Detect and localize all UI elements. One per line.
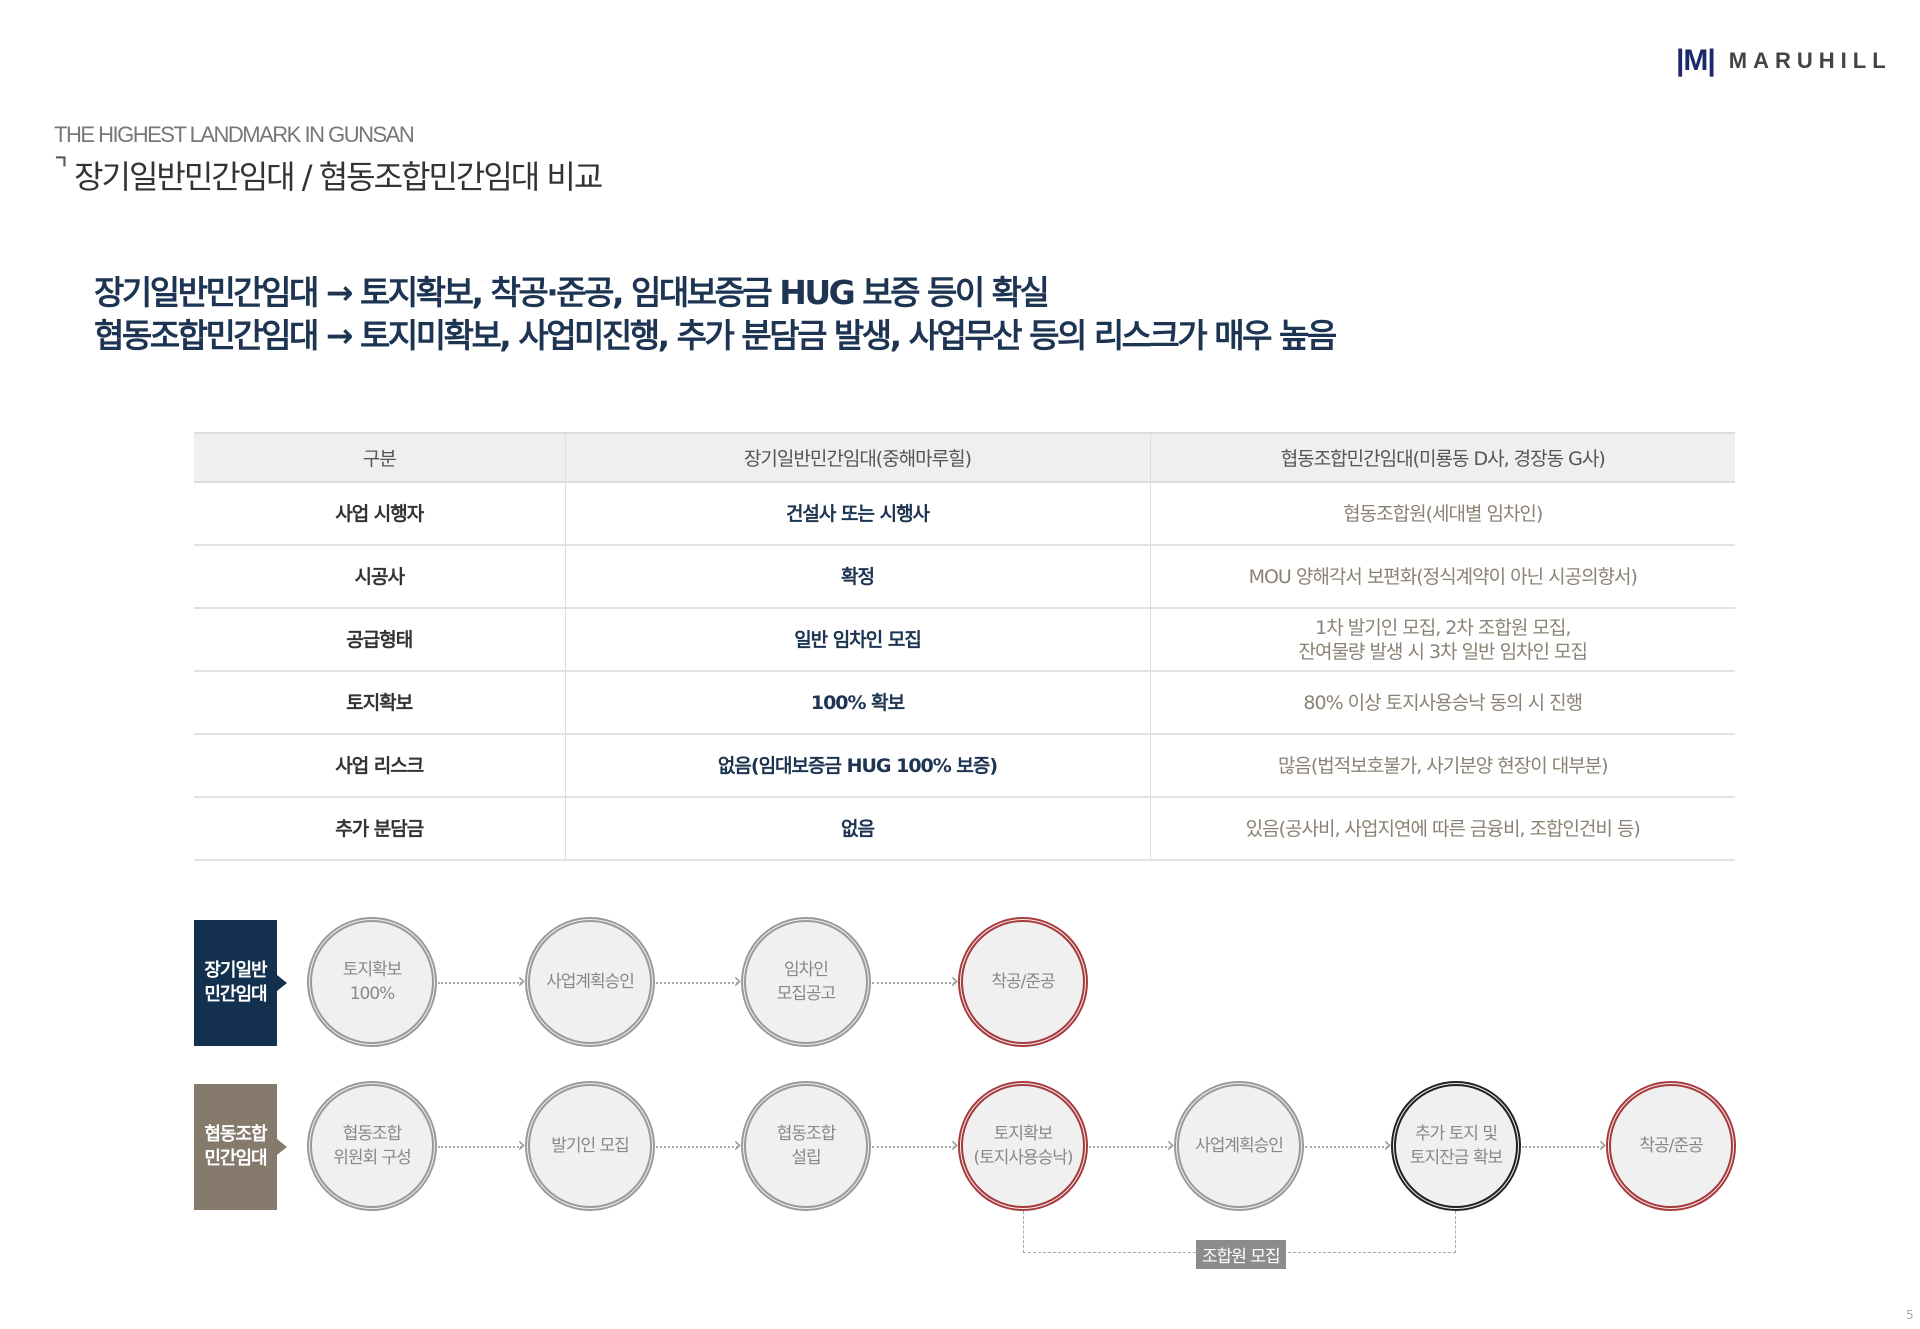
comparison-table: 구분 장기일반민간임대(중해마루힐) 협동조합민간임대(미룡동 D사, 경장동 G사… [194, 432, 1735, 861]
table-cell: 많음(법적보호불가, 사기분양 현장이 대부분) [1150, 734, 1735, 798]
table-cell: MOU 양해각서 보편화(정식계약이 아닌 시공의향서) [1150, 545, 1735, 609]
flow-step: 발기인 모집 [525, 1081, 655, 1211]
arrow-right-icon [1305, 1133, 1392, 1158]
brand-logo: |M| MARUHILL [1676, 44, 1892, 78]
table-header: 구분 장기일반민간임대(중해마루힐) 협동조합민간임대(미룡동 D사, 경장동 G사… [194, 432, 1735, 483]
row2-label: 협동조합 민간임대 [194, 1084, 287, 1210]
table-cell: 토지확보 [194, 671, 566, 735]
flow-step: 임차인 모집공고 [741, 917, 871, 1047]
page-subtitle: THE HIGHEST LANDMARK IN GUNSAN [54, 122, 415, 147]
table-cell: 시공사 [194, 545, 566, 609]
headline-line-2: 협동조합민간임대 → 토지미확보, 사업미진행, 추가 분담금 발생, 사업무산… [94, 316, 1337, 355]
table-row: 시공사 확정 MOU 양해각서 보편화(정식계약이 아닌 시공의향서) [194, 545, 1735, 609]
table-cell: 있음(공사비, 사업지연에 따른 금융비, 조합인건비 등) [1150, 797, 1735, 861]
arrow-right-icon [872, 1133, 959, 1158]
flow-step: 사업계획승인 [525, 917, 655, 1047]
flow-step: 토지확보 100% [307, 917, 437, 1047]
table-cell: 추가 분담금 [194, 797, 566, 861]
table-cell: 1차 발기인 모집, 2차 조합원 모집, 잔여물량 발생 시 3차 일반 임차… [1150, 608, 1735, 672]
page-title-text: 장기일반민간임대 / 협동조합민간임대 비교 [74, 158, 603, 196]
arrow-right-icon [438, 1133, 526, 1158]
table-row: 사업 리스크 없음(임대보증금 HUG 100% 보증) 많음(법적보호불가, 사기… [194, 734, 1735, 798]
flow-step: 추가 토지 및 토지잔금 확보 [1391, 1081, 1521, 1211]
arrow-right-icon [1522, 1133, 1607, 1158]
table-row: 공급형태 일반 임차인 모집 1차 발기인 모집, 2차 조합원 모집, 잔여물량 … [194, 608, 1735, 672]
table-cell: 없음 [565, 797, 1151, 861]
table-cell: 100% 확보 [565, 671, 1151, 735]
flow-step: 착공/준공 [1606, 1081, 1736, 1211]
flow-step: 사업계획승인 [1174, 1081, 1304, 1211]
row1-label: 장기일반 민간임대 [194, 920, 287, 1046]
arrow-right-icon [872, 969, 959, 994]
table-row: 사업 시행자 건설사 또는 시행사 협동조합원(세대별 임차인) [194, 482, 1735, 546]
column-header: 협동조합민간임대(미룡동 D사, 경장동 G사) [1150, 432, 1735, 483]
table-cell: 일반 임차인 모집 [565, 608, 1151, 672]
table-cell: 협동조합원(세대별 임차인) [1150, 482, 1735, 546]
table-row: 토지확보 100% 확보 80% 이상 토지사용승낙 동의 시 진행 [194, 671, 1735, 735]
column-header: 구분 [194, 432, 566, 483]
headline-line-1: 장기일반민간임대 → 토지확보, 착공·준공, 임대보증금 HUG 보증 등이 … [94, 273, 1050, 312]
arrow-right-icon [656, 1133, 742, 1158]
flow-step: 협동조합 위원회 구성 [307, 1081, 437, 1211]
table-cell: 사업 리스크 [194, 734, 566, 798]
logo-wordmark: MARUHILL [1728, 48, 1892, 73]
flow-step: 협동조합 설립 [741, 1081, 871, 1211]
table-cell: 공급형태 [194, 608, 566, 672]
column-header: 장기일반민간임대(중해마루힐) [565, 432, 1151, 483]
table-row: 추가 분담금 없음 있음(공사비, 사업지연에 따른 금융비, 조합인건비 등) [194, 797, 1735, 861]
page-number: 5 [1906, 1308, 1914, 1322]
table-cell: 80% 이상 토지사용승낙 동의 시 진행 [1150, 671, 1735, 735]
flow-step: 착공/준공 [958, 917, 1088, 1047]
table-cell: 사업 시행자 [194, 482, 566, 546]
table-cell: 없음(임대보증금 HUG 100% 보증) [565, 734, 1151, 798]
arrow-right-icon [656, 969, 742, 994]
table-cell: 확정 [565, 545, 1151, 609]
arrow-right-icon [438, 969, 526, 994]
page-title: ⌝ 장기일반민간임대 / 협동조합민간임대 비교 [54, 152, 603, 198]
recruitment-label: 조합원 모집 [1196, 1240, 1286, 1269]
flow-step: 토지확보 (토지사용승낙) [958, 1081, 1088, 1211]
arrow-right-icon [1089, 1133, 1175, 1158]
corner-bracket-icon: ⌝ [54, 152, 68, 187]
logo-mark: |M| [1676, 44, 1716, 77]
table-cell: 건설사 또는 시행사 [565, 482, 1151, 546]
